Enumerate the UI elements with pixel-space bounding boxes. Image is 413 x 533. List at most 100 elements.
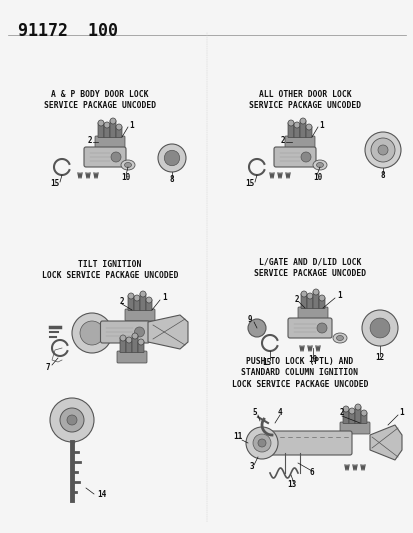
Circle shape xyxy=(67,415,77,425)
FancyBboxPatch shape xyxy=(98,123,104,138)
Circle shape xyxy=(300,152,310,162)
Text: 2: 2 xyxy=(88,135,92,144)
FancyBboxPatch shape xyxy=(284,136,314,148)
Text: 1: 1 xyxy=(399,408,404,417)
Circle shape xyxy=(287,120,293,126)
Text: 6: 6 xyxy=(309,469,313,478)
Ellipse shape xyxy=(312,160,326,170)
FancyBboxPatch shape xyxy=(138,342,144,352)
FancyBboxPatch shape xyxy=(300,294,306,309)
FancyBboxPatch shape xyxy=(306,295,312,309)
Circle shape xyxy=(164,150,179,166)
FancyBboxPatch shape xyxy=(297,307,327,319)
Circle shape xyxy=(370,138,394,162)
Circle shape xyxy=(126,337,132,343)
Circle shape xyxy=(140,291,146,297)
Text: PUSH TO LOCK (PTL) AND
STANDARD COLUMN IGNITION
LOCK SERVICE PACKAGE UNCODED: PUSH TO LOCK (PTL) AND STANDARD COLUMN I… xyxy=(231,357,367,389)
Text: 1: 1 xyxy=(162,294,167,303)
Circle shape xyxy=(342,406,348,412)
Text: 4: 4 xyxy=(277,408,282,417)
FancyBboxPatch shape xyxy=(117,351,147,363)
FancyBboxPatch shape xyxy=(312,292,318,309)
Ellipse shape xyxy=(332,333,346,343)
FancyBboxPatch shape xyxy=(287,318,331,338)
Text: 1: 1 xyxy=(337,292,342,301)
Circle shape xyxy=(306,293,312,299)
Text: 7: 7 xyxy=(45,364,50,373)
Text: 8: 8 xyxy=(380,171,385,180)
Text: 5: 5 xyxy=(252,408,257,417)
Circle shape xyxy=(50,398,94,442)
FancyBboxPatch shape xyxy=(134,297,140,311)
Circle shape xyxy=(377,145,387,155)
FancyBboxPatch shape xyxy=(128,295,134,311)
FancyBboxPatch shape xyxy=(126,340,132,352)
FancyBboxPatch shape xyxy=(267,431,351,455)
Text: 10: 10 xyxy=(313,173,322,182)
Text: TILT IGNITION
LOCK SERVICE PACKAGE UNCODED: TILT IGNITION LOCK SERVICE PACKAGE UNCOD… xyxy=(42,260,178,280)
FancyBboxPatch shape xyxy=(84,147,126,167)
Circle shape xyxy=(158,144,185,172)
FancyBboxPatch shape xyxy=(146,300,152,311)
Text: 2: 2 xyxy=(339,408,344,417)
Circle shape xyxy=(293,122,299,128)
Circle shape xyxy=(146,297,152,303)
Circle shape xyxy=(60,408,84,432)
Text: L/GATE AND D/LID LOCK
SERVICE PACKAGE UNCODED: L/GATE AND D/LID LOCK SERVICE PACKAGE UN… xyxy=(253,257,365,278)
Circle shape xyxy=(104,122,110,128)
Circle shape xyxy=(312,289,318,295)
Text: 15: 15 xyxy=(262,359,271,367)
Text: 91172  100: 91172 100 xyxy=(18,22,118,40)
Circle shape xyxy=(138,339,144,345)
Circle shape xyxy=(245,427,277,459)
Circle shape xyxy=(369,318,389,338)
Polygon shape xyxy=(147,315,188,349)
Text: 2: 2 xyxy=(280,135,285,144)
Text: 12: 12 xyxy=(375,353,384,362)
FancyBboxPatch shape xyxy=(95,136,125,148)
Text: 10: 10 xyxy=(308,356,317,365)
FancyBboxPatch shape xyxy=(132,335,138,352)
Text: 15: 15 xyxy=(50,179,59,188)
Text: 2: 2 xyxy=(294,295,299,304)
FancyBboxPatch shape xyxy=(125,309,154,321)
Text: 10: 10 xyxy=(121,173,131,182)
Text: ALL OTHER DOOR LOCK
SERVICE PACKAGE UNCODED: ALL OTHER DOOR LOCK SERVICE PACKAGE UNCO… xyxy=(248,90,360,110)
Polygon shape xyxy=(369,425,401,460)
Circle shape xyxy=(132,333,138,339)
Text: 1: 1 xyxy=(319,120,323,130)
FancyBboxPatch shape xyxy=(104,125,110,138)
Circle shape xyxy=(80,321,104,345)
Text: 8: 8 xyxy=(169,175,174,184)
Circle shape xyxy=(120,335,126,341)
Circle shape xyxy=(134,295,140,301)
FancyBboxPatch shape xyxy=(100,321,149,343)
FancyBboxPatch shape xyxy=(273,147,315,167)
FancyBboxPatch shape xyxy=(354,407,360,424)
Text: 15: 15 xyxy=(245,179,254,188)
FancyBboxPatch shape xyxy=(318,297,324,309)
Ellipse shape xyxy=(336,335,343,341)
FancyBboxPatch shape xyxy=(116,126,122,138)
Text: 2: 2 xyxy=(119,297,124,306)
FancyBboxPatch shape xyxy=(120,337,126,352)
Text: 9: 9 xyxy=(247,316,252,325)
Circle shape xyxy=(299,118,305,124)
Circle shape xyxy=(364,132,400,168)
FancyBboxPatch shape xyxy=(140,294,146,311)
Circle shape xyxy=(116,124,122,130)
Circle shape xyxy=(110,118,116,124)
FancyBboxPatch shape xyxy=(360,413,366,424)
Ellipse shape xyxy=(121,160,135,170)
Circle shape xyxy=(305,124,311,130)
Circle shape xyxy=(98,120,104,126)
Circle shape xyxy=(134,327,144,337)
FancyBboxPatch shape xyxy=(348,410,354,424)
Text: 14: 14 xyxy=(97,490,107,499)
Circle shape xyxy=(252,434,271,452)
Circle shape xyxy=(257,439,266,447)
Text: 1: 1 xyxy=(129,120,134,130)
Circle shape xyxy=(316,323,326,333)
FancyBboxPatch shape xyxy=(299,120,305,138)
Circle shape xyxy=(247,319,266,337)
